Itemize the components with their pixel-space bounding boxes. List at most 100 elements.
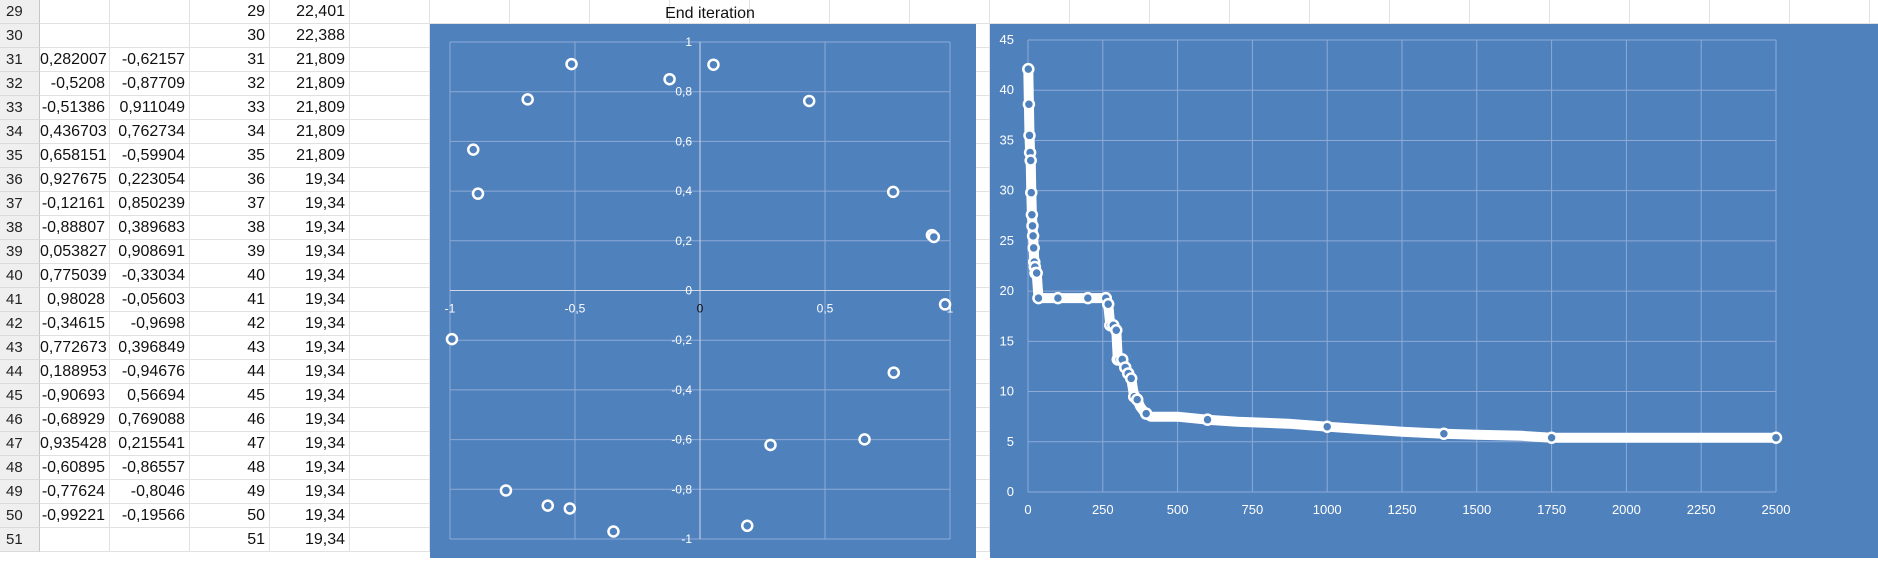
row-header[interactable]: 41 [0, 288, 40, 312]
cell-a[interactable] [40, 0, 110, 24]
row-header[interactable]: 36 [0, 168, 40, 192]
empty-cell[interactable] [350, 312, 430, 336]
cell-b[interactable]: 0,850239 [110, 192, 190, 216]
cell-a[interactable] [40, 24, 110, 48]
cell-d[interactable]: 19,34 [270, 528, 350, 552]
empty-cell[interactable] [1470, 0, 1550, 24]
row-header[interactable]: 43 [0, 336, 40, 360]
empty-cell[interactable] [350, 0, 430, 24]
cell-a[interactable]: 0,98028 [40, 288, 110, 312]
row-header[interactable]: 51 [0, 528, 40, 552]
row-header[interactable]: 45 [0, 384, 40, 408]
cell-c[interactable]: 37 [190, 192, 270, 216]
cell-b[interactable]: 0,769088 [110, 408, 190, 432]
row-header[interactable]: 50 [0, 504, 40, 528]
cell-c[interactable]: 36 [190, 168, 270, 192]
cell-c[interactable]: 46 [190, 408, 270, 432]
cell-d[interactable]: 21,809 [270, 72, 350, 96]
cell-d[interactable]: 19,34 [270, 288, 350, 312]
empty-cell[interactable] [750, 0, 830, 24]
cell-b[interactable]: 0,911049 [110, 96, 190, 120]
empty-cell[interactable] [350, 24, 430, 48]
empty-cell[interactable] [350, 504, 430, 528]
row-header[interactable]: 39 [0, 240, 40, 264]
empty-cell[interactable] [670, 0, 750, 24]
empty-cell[interactable] [350, 456, 430, 480]
cell-b[interactable]: -0,05603 [110, 288, 190, 312]
cell-c[interactable]: 43 [190, 336, 270, 360]
cell-a[interactable]: 0,053827 [40, 240, 110, 264]
row-header[interactable]: 32 [0, 72, 40, 96]
cell-b[interactable]: -0,8046 [110, 480, 190, 504]
cell-b[interactable]: 0,215541 [110, 432, 190, 456]
empty-cell[interactable] [1230, 0, 1310, 24]
row-header[interactable]: 44 [0, 360, 40, 384]
cell-c[interactable]: 47 [190, 432, 270, 456]
cell-b[interactable]: -0,9698 [110, 312, 190, 336]
cell-b[interactable]: 0,762734 [110, 120, 190, 144]
cell-a[interactable]: 0,775039 [40, 264, 110, 288]
cell-b[interactable] [110, 528, 190, 552]
cell-d[interactable]: 19,34 [270, 504, 350, 528]
cell-c[interactable]: 45 [190, 384, 270, 408]
cell-d[interactable]: 19,34 [270, 432, 350, 456]
row-header[interactable]: 46 [0, 408, 40, 432]
row-header[interactable]: 47 [0, 432, 40, 456]
empty-cell[interactable] [350, 96, 430, 120]
row-header[interactable]: 34 [0, 120, 40, 144]
cell-a[interactable]: 0,935428 [40, 432, 110, 456]
cell-d[interactable]: 22,388 [270, 24, 350, 48]
empty-cell[interactable] [350, 72, 430, 96]
cell-b[interactable]: 0,223054 [110, 168, 190, 192]
cell-b[interactable]: 0,908691 [110, 240, 190, 264]
empty-cell[interactable] [350, 264, 430, 288]
empty-cell[interactable] [350, 360, 430, 384]
cell-a[interactable]: -0,12161 [40, 192, 110, 216]
cell-d[interactable]: 19,34 [270, 312, 350, 336]
cell-a[interactable]: 0,772673 [40, 336, 110, 360]
cell-c[interactable]: 39 [190, 240, 270, 264]
cell-c[interactable]: 48 [190, 456, 270, 480]
empty-cell[interactable] [990, 0, 1070, 24]
empty-cell[interactable] [350, 192, 430, 216]
cell-d[interactable]: 19,34 [270, 168, 350, 192]
empty-cell[interactable] [350, 432, 430, 456]
row-header[interactable]: 29 [0, 0, 40, 24]
cell-a[interactable]: -0,99221 [40, 504, 110, 528]
cell-d[interactable]: 19,34 [270, 384, 350, 408]
empty-cell[interactable] [350, 216, 430, 240]
cell-a[interactable]: -0,77624 [40, 480, 110, 504]
cell-a[interactable]: -0,34615 [40, 312, 110, 336]
cell-c[interactable]: 40 [190, 264, 270, 288]
cell-b[interactable]: -0,94676 [110, 360, 190, 384]
cell-b[interactable]: -0,87709 [110, 72, 190, 96]
row-header[interactable]: 49 [0, 480, 40, 504]
cell-c[interactable]: 38 [190, 216, 270, 240]
empty-cell[interactable] [910, 0, 990, 24]
cell-d[interactable]: 21,809 [270, 48, 350, 72]
cell-b[interactable] [110, 0, 190, 24]
scatter-chart-area[interactable]: -1 -0,5 0 0,5 1 -1 -0,8 -0,6 -0,4 -0,2 0 0,2 0,4 0,6 0… [430, 24, 976, 558]
empty-cell[interactable] [1710, 0, 1790, 24]
cell-c[interactable]: 51 [190, 528, 270, 552]
cell-d[interactable]: 19,34 [270, 408, 350, 432]
cell-b[interactable]: 0,56694 [110, 384, 190, 408]
cell-d[interactable]: 21,809 [270, 96, 350, 120]
cell-a[interactable]: 0,188953 [40, 360, 110, 384]
empty-cell[interactable] [510, 0, 590, 24]
cell-c[interactable]: 50 [190, 504, 270, 528]
empty-cell[interactable] [1870, 0, 1878, 24]
empty-cell[interactable] [1070, 0, 1150, 24]
empty-cell[interactable] [350, 480, 430, 504]
cell-d[interactable]: 19,34 [270, 240, 350, 264]
cell-c[interactable]: 31 [190, 48, 270, 72]
cell-c[interactable]: 29 [190, 0, 270, 24]
cell-a[interactable]: -0,88807 [40, 216, 110, 240]
cell-c[interactable]: 34 [190, 120, 270, 144]
empty-cell[interactable] [350, 288, 430, 312]
row-header[interactable]: 40 [0, 264, 40, 288]
cell-d[interactable]: 19,34 [270, 360, 350, 384]
empty-cell[interactable] [350, 408, 430, 432]
cell-b[interactable]: -0,33034 [110, 264, 190, 288]
row-header[interactable]: 31 [0, 48, 40, 72]
